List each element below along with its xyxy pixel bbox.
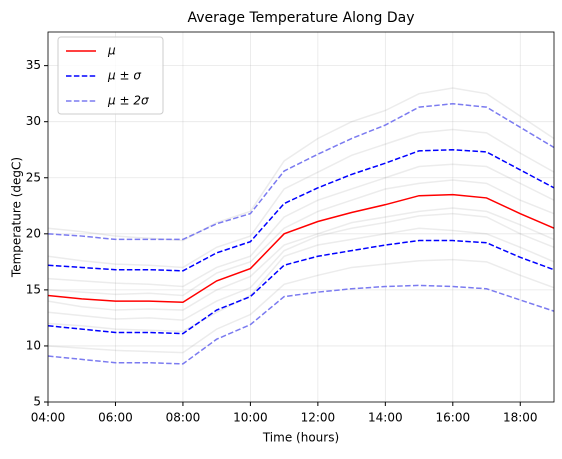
- x-tick-label: 10:00: [233, 411, 268, 425]
- background-line: [48, 207, 554, 311]
- line: [48, 148, 554, 272]
- x-tick-label: 08:00: [166, 411, 201, 425]
- background-line: [48, 87, 554, 242]
- background-line: [48, 179, 554, 297]
- plot-area: [48, 87, 554, 365]
- x-tick-label: 04:00: [31, 411, 66, 425]
- background-line: [48, 163, 554, 288]
- x-tick-label: 14:00: [368, 411, 403, 425]
- x-tick-label: 06:00: [98, 411, 133, 425]
- background-line: [48, 227, 554, 333]
- legend-label: μ: [107, 44, 116, 58]
- y-tick-label: 20: [26, 226, 41, 240]
- line: [48, 193, 554, 303]
- y-tick-label: 35: [26, 58, 41, 72]
- background-line: [48, 212, 554, 321]
- legend-label: μ ± 2σ: [107, 94, 149, 108]
- x-axis-label: Time (hours): [262, 431, 339, 445]
- plot-frame: [47, 31, 555, 403]
- x-tick-label: 16:00: [436, 411, 471, 425]
- chart-title: Average Temperature Along Day: [188, 10, 415, 26]
- y-tick-label: 15: [26, 282, 41, 296]
- y-tick-label: 30: [26, 114, 41, 128]
- legend-label: μ ± σ: [107, 69, 141, 83]
- y-axis-label: Temperature (degC): [10, 157, 24, 278]
- x-tick-label: 12:00: [301, 411, 336, 425]
- background-line: [48, 258, 554, 354]
- legend-box: [57, 36, 164, 115]
- line: [48, 103, 554, 241]
- background-line: [48, 128, 554, 269]
- line: [48, 239, 554, 335]
- x-tick-label: 18:00: [503, 411, 538, 425]
- line: [48, 284, 554, 365]
- y-tick-label: 5: [33, 395, 41, 409]
- y-tick-label: 10: [26, 338, 41, 352]
- y-tick-label: 25: [26, 170, 41, 184]
